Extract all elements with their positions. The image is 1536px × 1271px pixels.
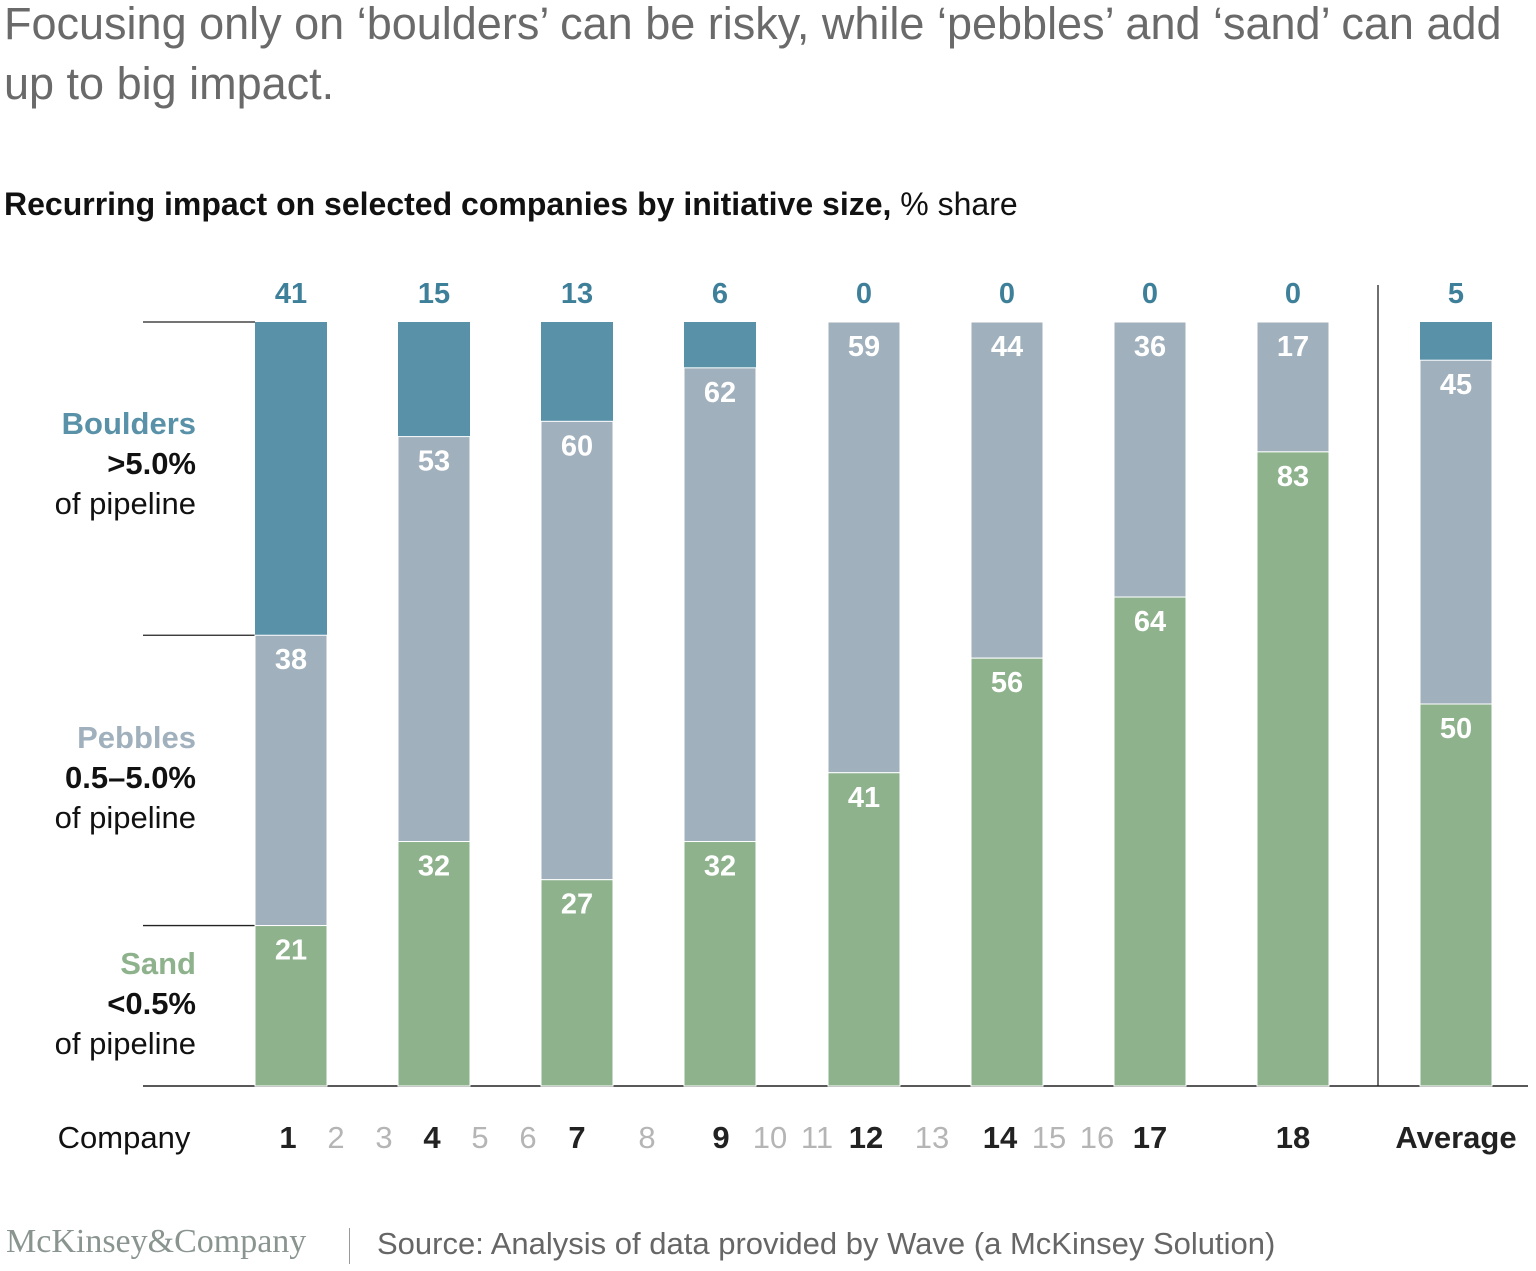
bar-segment-sand (1113, 596, 1187, 1087)
mckinsey-logo: McKinsey&Company (6, 1223, 307, 1260)
data-label-pebbles: 60 (561, 430, 593, 462)
legend-threshold: 0.5–5.0% (65, 760, 196, 795)
data-label-boulders: 0 (1285, 278, 1301, 310)
data-label-sand: 56 (991, 667, 1023, 699)
bar-segment-sand (254, 925, 328, 1087)
data-label-pebbles: 59 (848, 331, 880, 363)
bar-segment-sand (397, 841, 471, 1087)
data-label-sand: 21 (275, 935, 307, 967)
x-tick-label: Average (1395, 1120, 1517, 1155)
data-label-pebbles: 38 (275, 644, 307, 676)
bar-segment-boulders (1420, 322, 1492, 361)
bar-segment-sand (970, 657, 1044, 1087)
data-label-boulders: 15 (418, 278, 450, 310)
x-tick-label: 9 (712, 1120, 730, 1155)
legend-pebbles: Pebbles 0.5–5.0% of pipeline (55, 718, 196, 838)
footer-divider (349, 1228, 350, 1264)
legend-threshold: >5.0% (107, 446, 196, 481)
bar-segment-sand (827, 772, 901, 1087)
x-tick-label: 14 (982, 1120, 1018, 1155)
bar-segment-boulders (398, 322, 470, 437)
bar-segment-sand (683, 841, 757, 1087)
x-tick-label: 12 (848, 1120, 884, 1155)
chart-title: Focusing only on ‘boulders’ can be risky… (4, 0, 1502, 109)
subtitle-unit: % share (900, 186, 1018, 222)
x-tick-label-unselected: 8 (638, 1120, 656, 1155)
x-tick-label-unselected: 10 (752, 1120, 788, 1155)
bar-segment-sand (540, 879, 614, 1087)
data-label-pebbles: 36 (1134, 331, 1166, 363)
data-label-boulders: 13 (561, 278, 593, 310)
bar-segment-pebbles (540, 420, 614, 881)
bar-segment-boulders (255, 322, 327, 636)
bar-segment-boulders (684, 322, 756, 368)
legend-sand: Sand <0.5% of pipeline (55, 944, 196, 1064)
bar-segment-pebbles (1113, 321, 1187, 598)
data-label-sand: 50 (1440, 713, 1472, 745)
x-tick-label-unselected: 6 (519, 1120, 537, 1155)
x-tick-label-unselected: 13 (914, 1120, 950, 1155)
bar-segment-sand (1256, 451, 1330, 1087)
data-label-sand: 32 (418, 851, 450, 883)
x-tick-label-unselected: 16 (1079, 1120, 1115, 1155)
data-label-sand: 32 (704, 851, 736, 883)
x-tick-label: 7 (568, 1120, 586, 1155)
bar-segment-pebbles (683, 367, 757, 843)
x-tick-label-unselected: 5 (471, 1120, 489, 1155)
subtitle-bold: Recurring impact on selected companies b… (4, 186, 892, 222)
x-tick-label: 18 (1275, 1120, 1311, 1155)
data-label-boulders: 6 (712, 278, 728, 310)
data-label-pebbles: 45 (1440, 369, 1472, 401)
legend-name: Pebbles (77, 720, 196, 755)
bar-segment-pebbles (397, 436, 471, 843)
bar-segment-sand (1419, 703, 1493, 1087)
bar-segment-pebbles (1419, 359, 1493, 705)
data-label-pebbles: 53 (418, 446, 450, 478)
data-label-sand: 41 (848, 782, 880, 814)
data-label-pebbles: 17 (1277, 331, 1309, 363)
x-tick-label-unselected: 15 (1031, 1120, 1067, 1155)
x-tick-label-unselected: 11 (800, 1120, 834, 1155)
legend-name: Boulders (61, 406, 196, 441)
data-label-boulders: 0 (856, 278, 872, 310)
data-label-boulders: 41 (275, 278, 307, 310)
data-label-pebbles: 44 (991, 331, 1023, 363)
bar-segment-boulders (541, 322, 613, 422)
legend-suffix: of pipeline (54, 486, 196, 521)
x-axis-label: Company (57, 1120, 191, 1155)
data-label-sand: 27 (561, 889, 593, 921)
legend-boulders: Boulders >5.0% of pipeline (55, 404, 196, 524)
data-label-boulders: 0 (1142, 278, 1158, 310)
bar-segment-pebbles (970, 321, 1044, 659)
x-tick-label: 1 (279, 1120, 297, 1155)
bar-segment-pebbles (827, 321, 901, 774)
data-label-boulders: 0 (999, 278, 1015, 310)
legend-name: Sand (120, 946, 196, 981)
data-label-boulders: 5 (1448, 278, 1464, 310)
x-tick-label: 4 (423, 1120, 441, 1155)
legend-suffix: of pipeline (54, 800, 196, 835)
x-tick-label: 17 (1132, 1120, 1168, 1155)
legend-threshold: <0.5% (107, 986, 196, 1021)
data-label-sand: 83 (1277, 461, 1309, 493)
bar-segment-pebbles (1256, 321, 1330, 453)
source-note: Source: Analysis of data provided by Wav… (377, 1226, 1276, 1261)
bar-segment-pebbles (254, 634, 328, 927)
data-label-sand: 64 (1134, 606, 1166, 638)
data-label-pebbles: 62 (704, 377, 736, 409)
chart-subtitle: Recurring impact on selected companies b… (4, 186, 1018, 223)
x-tick-label-unselected: 2 (327, 1120, 345, 1155)
legend-suffix: of pipeline (54, 1026, 196, 1061)
x-tick-label-unselected: 3 (375, 1120, 393, 1155)
